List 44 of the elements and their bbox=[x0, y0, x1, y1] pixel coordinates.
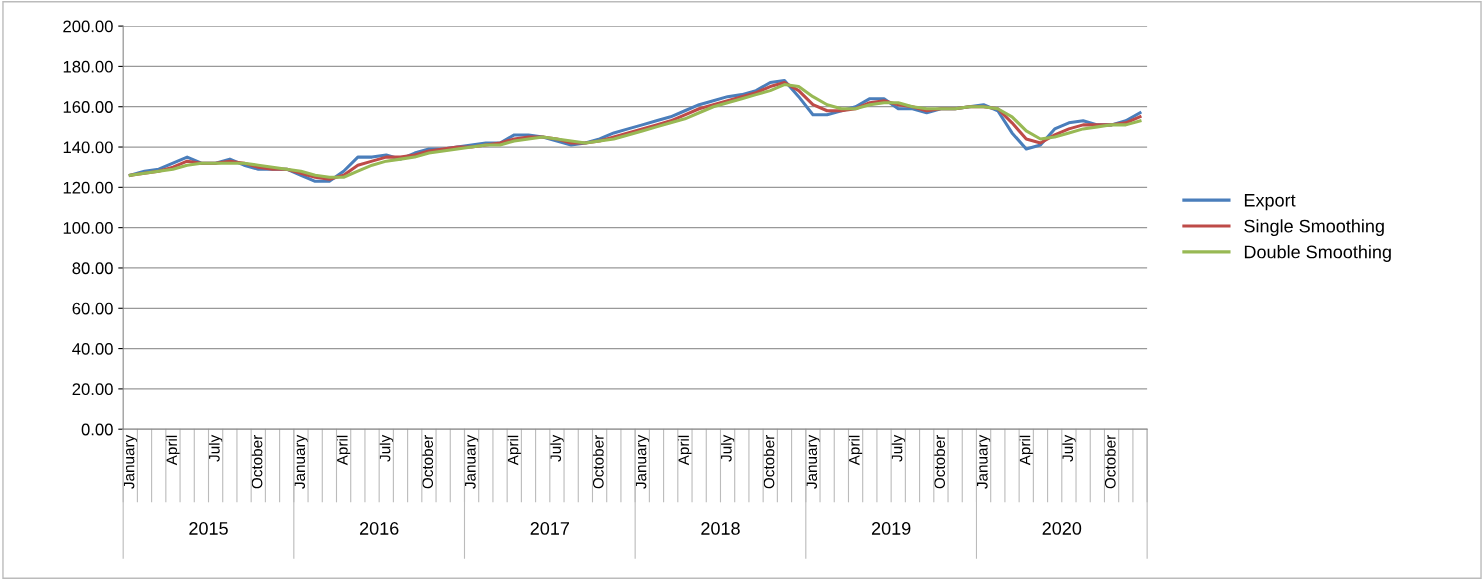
y-tick-label: 100.00 bbox=[63, 222, 113, 234]
legend-label: Export bbox=[1244, 194, 1296, 211]
x-tick-label: July bbox=[208, 434, 223, 462]
x-tick-label: January bbox=[465, 434, 479, 489]
x-tick-label: July bbox=[720, 434, 735, 462]
x-tick-label: January bbox=[635, 434, 650, 489]
y-tick-label: 20.00 bbox=[72, 383, 113, 396]
x-tick-label: April bbox=[165, 435, 181, 466]
legend-label: Single Smoothing bbox=[1244, 219, 1384, 237]
y-tick-label: 200.00 bbox=[63, 20, 113, 33]
text: 2016 bbox=[359, 522, 399, 535]
y-tick-label: 120.00 bbox=[63, 181, 113, 194]
y-tick-label: 0.00 bbox=[81, 423, 113, 436]
x-tick-label: January bbox=[123, 434, 138, 489]
y-tick-label: 160.00 bbox=[63, 101, 113, 113]
x-tick-label: October bbox=[251, 435, 263, 489]
x-tick-label: April bbox=[1019, 435, 1034, 466]
x-tick-label: January bbox=[806, 434, 821, 489]
text: 2020 bbox=[1042, 522, 1082, 535]
legend-label: Double Smoothing bbox=[1244, 245, 1391, 262]
x-tick-label: July bbox=[549, 434, 565, 462]
y-tick-label: 140.00 bbox=[63, 141, 113, 154]
x-tick-label: July bbox=[891, 434, 906, 462]
x-tick-label: July bbox=[379, 434, 394, 462]
y-tick-label: 180.00 bbox=[63, 60, 113, 73]
text: 2015 bbox=[189, 522, 228, 535]
x-tick-label: October bbox=[421, 435, 434, 489]
x-tick-label: October bbox=[1104, 435, 1116, 489]
x-tick-label: July bbox=[1061, 434, 1077, 462]
x-tick-label: April bbox=[848, 435, 863, 466]
text: 2018 bbox=[701, 522, 740, 535]
x-tick-label: April bbox=[507, 435, 522, 466]
x-tick-label: January bbox=[977, 434, 991, 489]
text: 2017 bbox=[530, 522, 569, 535]
y-tick-label: 80.00 bbox=[72, 262, 113, 275]
y-tick-label: 40.00 bbox=[72, 342, 113, 355]
x-tick-label: January bbox=[294, 434, 309, 489]
x-tick-label: October bbox=[592, 435, 604, 489]
text: 2019 bbox=[871, 522, 911, 535]
x-tick-label: October bbox=[933, 435, 946, 489]
y-tick-label: 60.00 bbox=[72, 302, 113, 315]
x-tick-label: April bbox=[677, 435, 693, 466]
x-tick-label: October bbox=[763, 435, 775, 489]
x-tick-label: April bbox=[336, 435, 351, 466]
